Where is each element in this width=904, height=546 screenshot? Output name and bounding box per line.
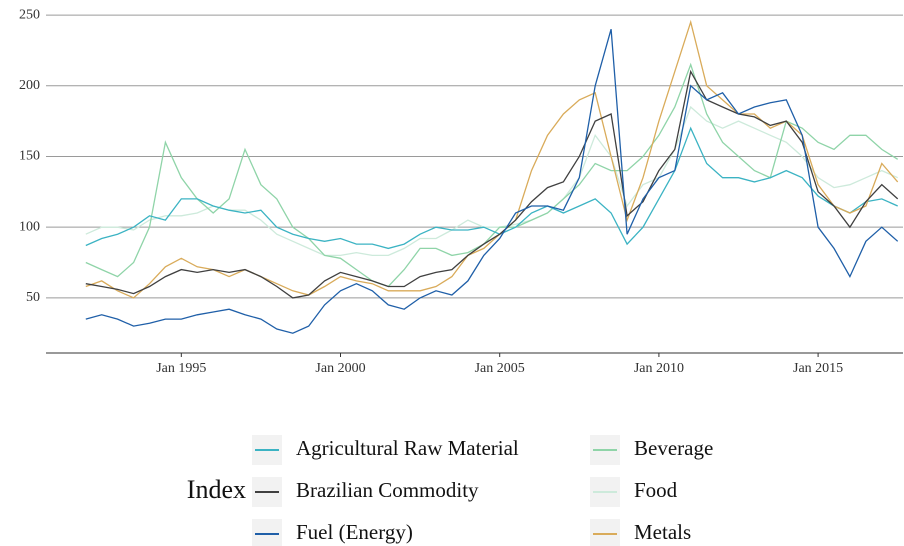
series-line	[85, 69, 899, 299]
y-tick-label: 250	[19, 7, 40, 22]
x-tick-label: Jan 2015	[793, 361, 843, 376]
y-tick-label: 100	[19, 219, 40, 234]
legend-title: Index	[187, 475, 246, 504]
legend-label: Metals	[634, 520, 691, 544]
legend-key	[252, 519, 282, 546]
y-tick-label: 150	[19, 149, 40, 164]
x-tick-label: Jan 2000	[315, 361, 365, 376]
legend-key	[590, 519, 620, 546]
series-line	[85, 105, 898, 257]
x-tick-label: Jan 2010	[634, 361, 684, 376]
y-tick-label: 200	[19, 78, 40, 93]
legend-label: Agricultural Raw Material	[296, 436, 519, 460]
x-tick-label: Jan 1995	[156, 361, 206, 376]
legend-label: Food	[634, 478, 678, 502]
series-line	[85, 62, 899, 288]
series-line	[85, 126, 898, 250]
series-line	[85, 29, 899, 334]
legend-label: Beverage	[634, 436, 713, 460]
y-tick-label: 50	[26, 290, 40, 305]
legend-label: Fuel (Energy)	[296, 520, 413, 544]
legend-label: Brazilian Commodity	[296, 478, 479, 502]
x-tick-label: Jan 2005	[475, 361, 525, 376]
